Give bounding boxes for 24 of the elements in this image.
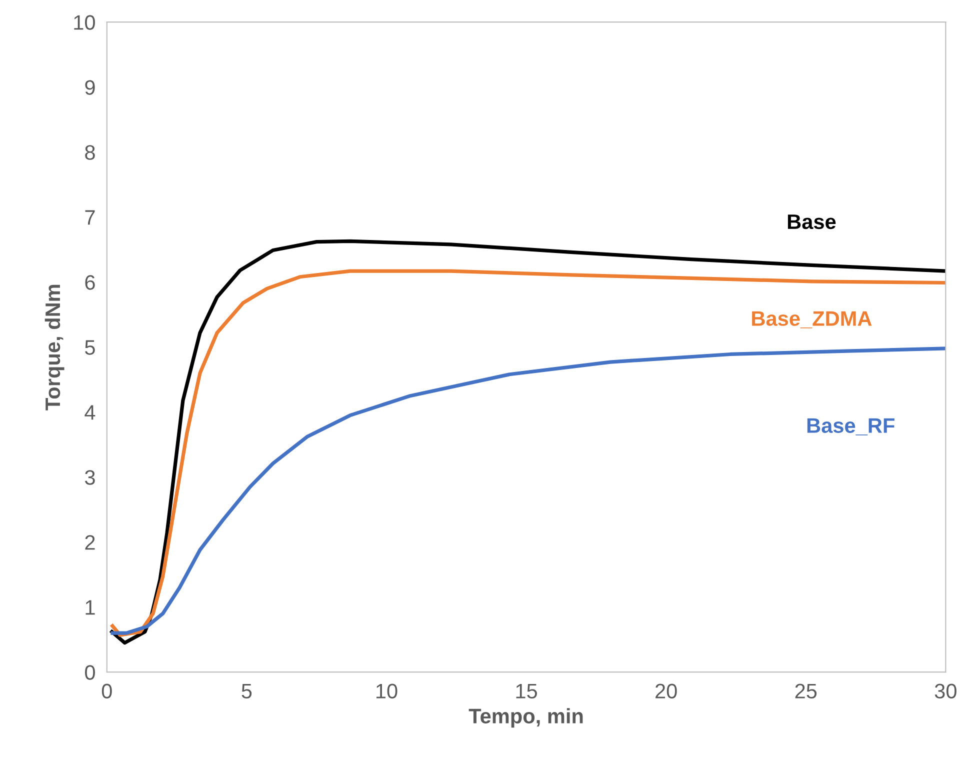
y-tick-label: 7	[85, 210, 95, 225]
y-tick-label: 0	[85, 665, 95, 680]
x-tick-label: 25	[795, 684, 817, 698]
x-tick-label: 20	[656, 684, 677, 698]
series-label: Base_ZDMA	[752, 311, 872, 328]
x-tick-label: 30	[934, 684, 956, 698]
series-label: Base	[788, 214, 836, 230]
y-tick-label: 6	[85, 275, 95, 290]
y-tick-label: 3	[84, 470, 95, 485]
x-tick-label: 5	[242, 684, 252, 698]
y-tick-label: 4	[84, 405, 96, 420]
y-tick-label: 8	[85, 145, 95, 160]
y-tick-label: 10	[74, 15, 95, 30]
y-axis-title: Torque, dNm	[44, 284, 64, 410]
x-axis-title: Tempo, min	[468, 708, 583, 728]
text: Base_RF	[807, 418, 894, 436]
x-tick-label: 10	[376, 684, 398, 698]
line-series	[110, 346, 946, 635]
x-tick-label: 15	[516, 684, 537, 698]
x-tick-label: 0	[102, 684, 112, 698]
y-tick-label: 2	[85, 535, 95, 550]
y-tick-label: 5	[85, 340, 95, 355]
y-tick-label: 9	[85, 80, 95, 95]
y-tick-label: 1	[86, 600, 95, 615]
